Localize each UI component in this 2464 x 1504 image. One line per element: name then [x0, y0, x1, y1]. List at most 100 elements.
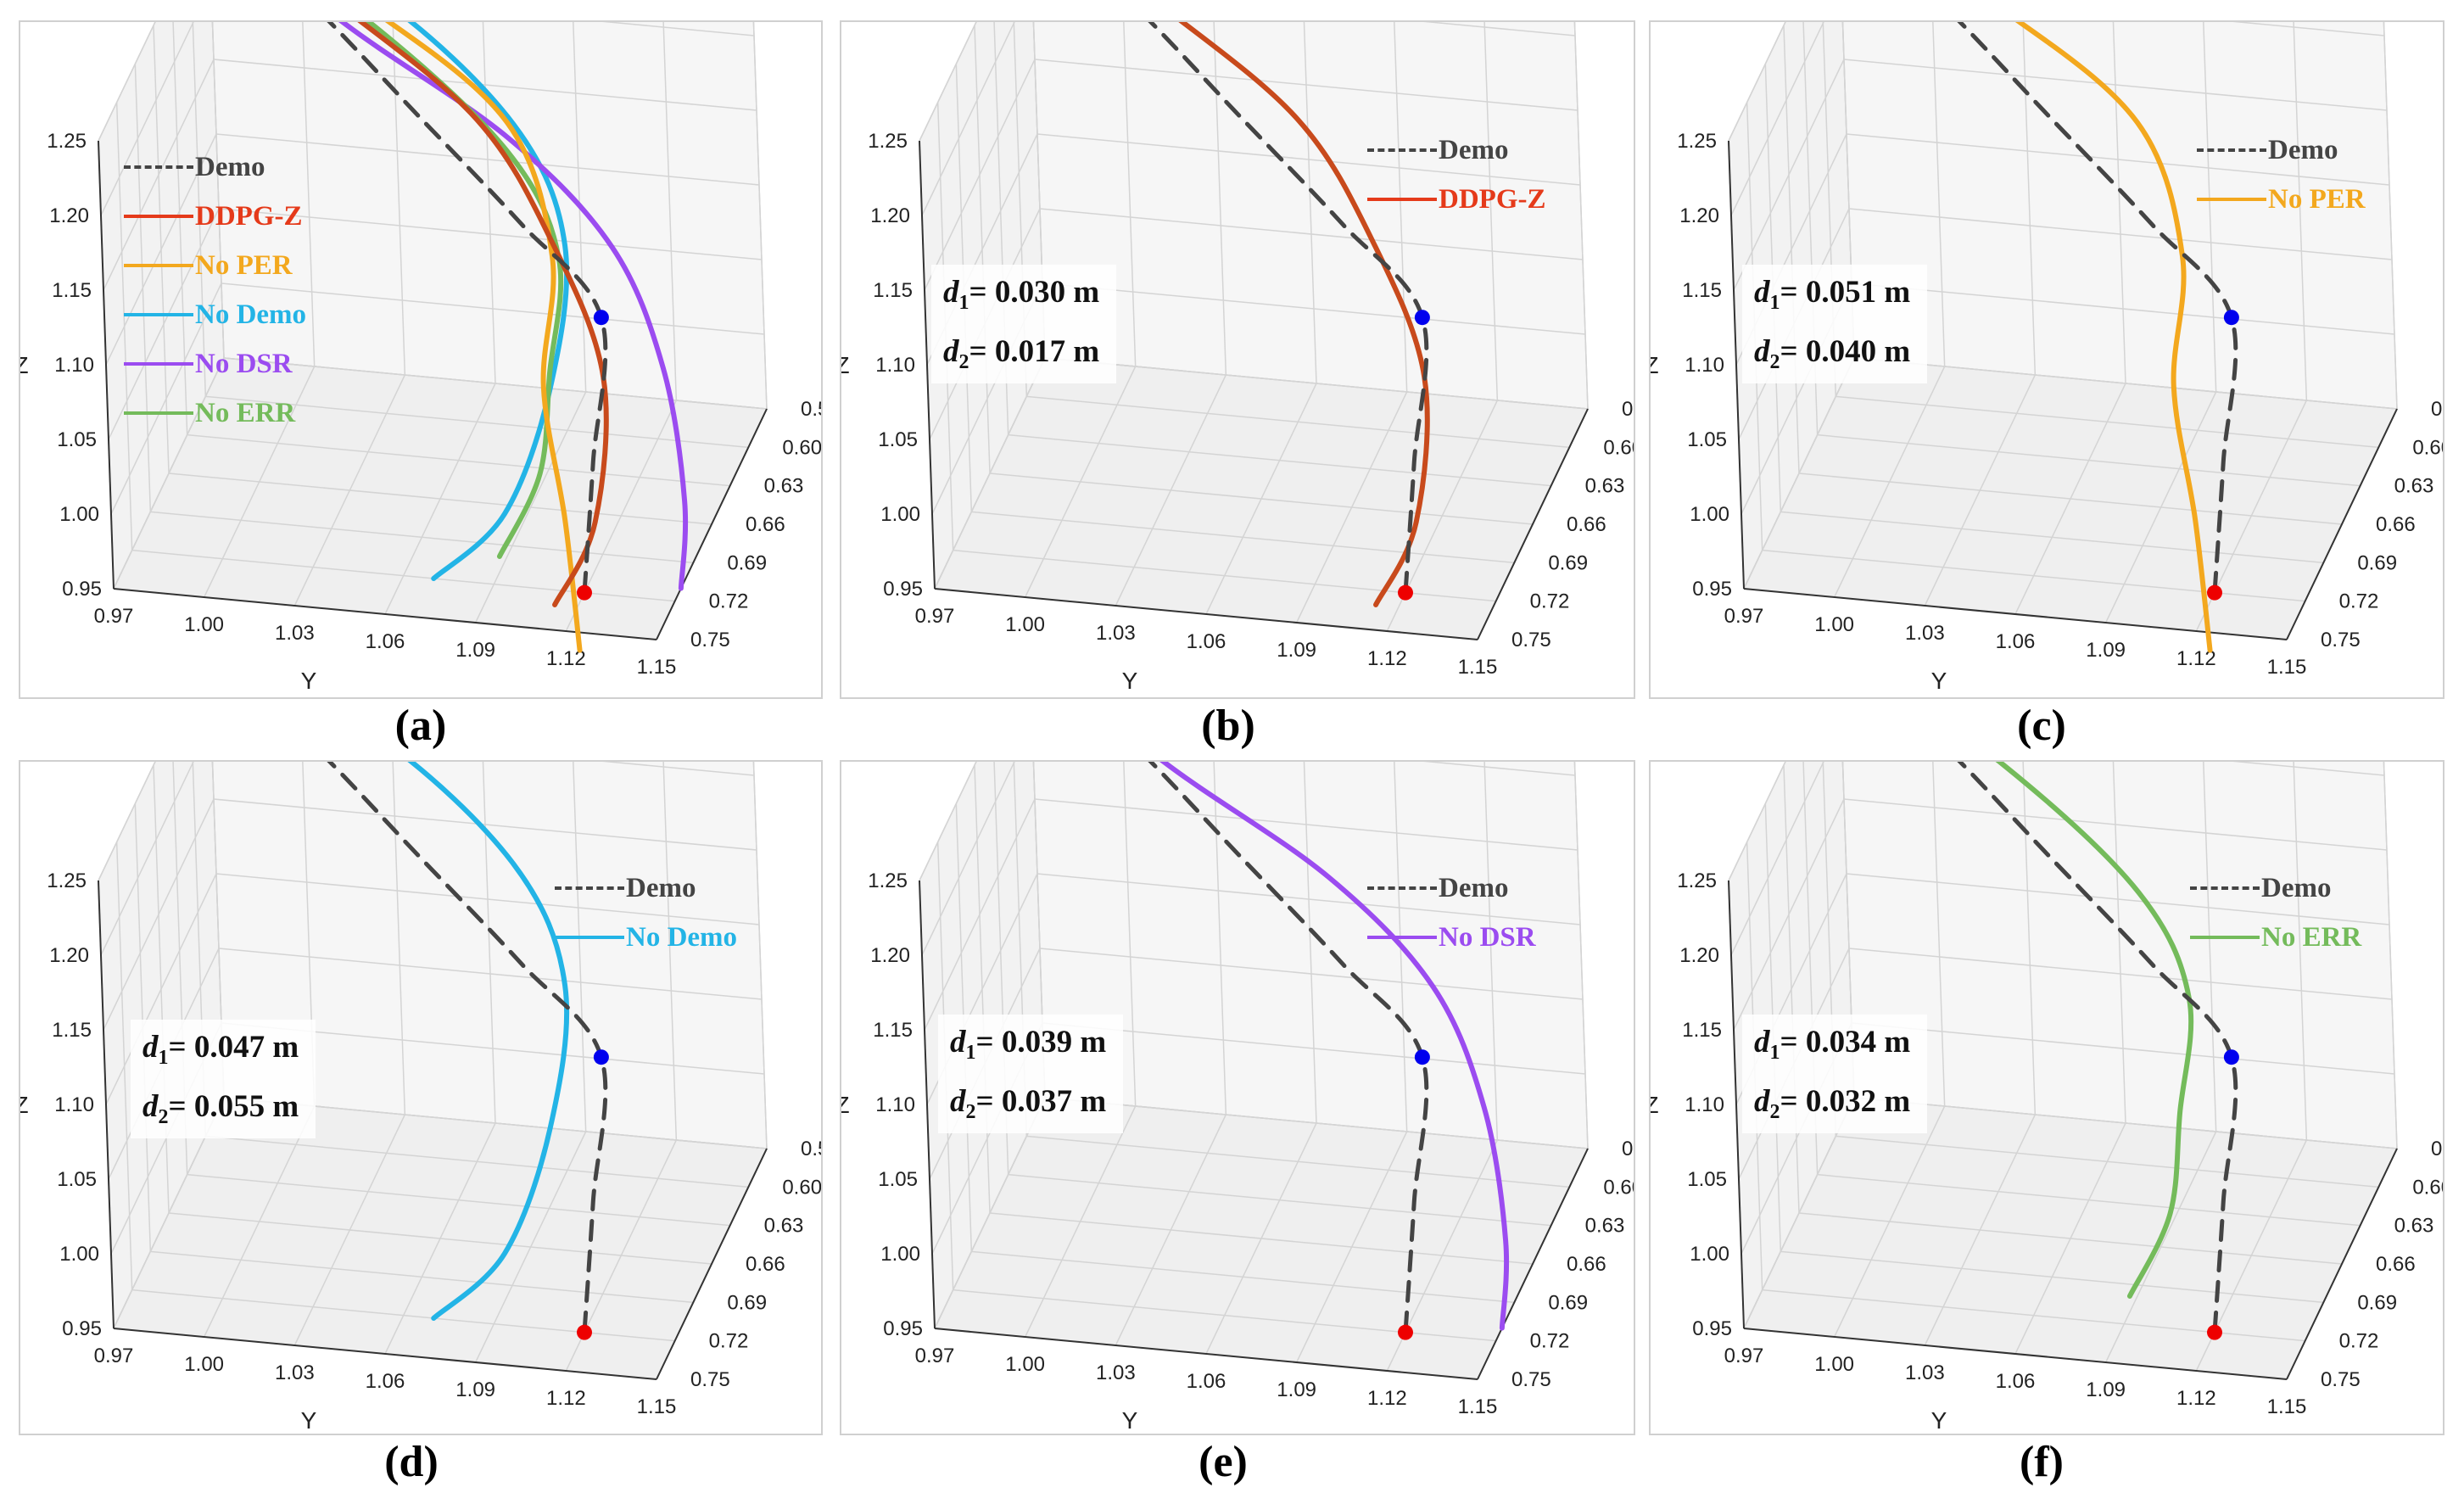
y-tick-label: 1.06: [1996, 630, 2036, 653]
z-tick-label: 1.25: [868, 869, 908, 892]
caption-d: (d): [384, 1438, 439, 1486]
z-tick-label: 1.10: [1685, 1093, 1724, 1116]
z-tick-label: 0.95: [883, 578, 923, 601]
z-tick-label: 1.20: [1679, 944, 1719, 967]
gridline: [1733, 798, 1845, 1031]
x-tick-label: 0.75: [690, 1368, 730, 1391]
y-tick-label: 1.03: [1905, 622, 1945, 645]
end-marker: [1398, 1324, 1413, 1340]
y-tick-label: 1.00: [1814, 613, 1854, 636]
z-tick-label: 1.00: [59, 1243, 99, 1266]
x-tick-label: 0.69: [2357, 551, 2397, 574]
y-tick-label: 0.97: [915, 605, 955, 628]
y-axis-label: Y: [1122, 668, 1138, 694]
z-tick-label: 0.95: [883, 1317, 923, 1340]
x-tick-label: 0.57: [801, 398, 821, 421]
gridline: [98, 762, 156, 881]
x-axis-line: [1477, 1148, 1589, 1380]
y-axis-label: Y: [1931, 668, 1947, 694]
gridline: [1008, 1173, 1551, 1227]
x-tick-label: 0.66: [2376, 513, 2416, 536]
y-tick-label: 1.06: [1187, 1370, 1226, 1393]
z-axis-line: [1728, 880, 1745, 1329]
end-marker: [577, 584, 592, 601]
y-tick-label: 0.97: [1724, 605, 1764, 628]
x-tick-label: 0.63: [764, 475, 804, 498]
gridline: [1780, 511, 2324, 564]
y-tick-label: 1.00: [184, 613, 224, 636]
y-tick-label: 1.06: [366, 630, 405, 653]
z-tick-label: 1.20: [49, 204, 89, 227]
x-tick-label: 0.69: [1548, 551, 1588, 574]
z-tick-label: 1.00: [1690, 503, 1729, 526]
legend-entry-noerr: No ERR: [124, 389, 306, 438]
z-tick-label: 1.15: [873, 1019, 913, 1042]
gridline: [1846, 133, 2390, 186]
series-no-dsr: [1159, 762, 1510, 1331]
gridline: [1843, 59, 2388, 111]
y-tick-label: 1.15: [1458, 1395, 1498, 1418]
gridline: [924, 59, 1036, 291]
y-axis-line: [1743, 1328, 2288, 1380]
start-marker: [2223, 1049, 2239, 1065]
gridline: [1039, 208, 1584, 260]
plot-3d: 0.97 1.00 1.03 1.06 1.09 1.12 1.15 0.57 0.60 0.63…: [20, 762, 821, 1434]
gridline: [187, 433, 730, 487]
z-axis-label: Z: [841, 1092, 850, 1118]
z-tick-label: 1.05: [1687, 1168, 1727, 1191]
z-tick-label: 1.15: [873, 279, 913, 302]
series-ddpg-z: [357, 22, 609, 607]
y-tick-label: 1.00: [1814, 1353, 1854, 1376]
metric-d1: d1= 0.034 m: [1754, 1025, 1911, 1064]
z-tick-label: 1.10: [875, 354, 915, 377]
gridline: [2232, 22, 2385, 36]
x-tick-label: 0.75: [1511, 629, 1551, 651]
x-tick-label: 0.75: [1511, 1368, 1551, 1391]
gridline: [2232, 762, 2385, 776]
x-tick-label: 0.75: [2321, 1368, 2361, 1391]
caption-c: (c): [2017, 702, 2066, 750]
metric-d1: d1= 0.030 m: [943, 275, 1100, 314]
metric-d2: d2= 0.037 m: [950, 1084, 1107, 1123]
z-tick-label: 1.05: [878, 1168, 918, 1191]
z-tick-label: 0.95: [1692, 1317, 1732, 1340]
metrics-b: d1= 0.030 m d2= 0.017 m: [931, 265, 1117, 383]
legend-c: Demo No PER: [2197, 126, 2366, 224]
z-tick-label: 1.00: [880, 503, 920, 526]
legend-a: Demo DDPG-Z No PER No Demo No DSR No ERR: [124, 143, 306, 438]
gridline: [100, 762, 194, 956]
x-tick-label: 0.72: [709, 590, 749, 613]
y-axis-line: [113, 1328, 657, 1380]
gridline: [989, 472, 1534, 525]
x-tick-label: 0.69: [1548, 1291, 1588, 1314]
plot-3d: 0.97 1.00 1.03 1.06 1.09 1.12 1.15 0.57 0.60 0.63…: [841, 762, 1634, 1434]
z-axis-label: Z: [1651, 1092, 1659, 1118]
gridline: [1423, 22, 1576, 36]
x-tick-label: 0.66: [746, 513, 785, 536]
metrics-e: d1= 0.039 m d2= 0.037 m: [938, 1015, 1124, 1133]
y-tick-label: 0.97: [94, 605, 134, 628]
y-tick-label: 1.03: [275, 1361, 315, 1384]
series-demo: [1148, 22, 1429, 595]
z-tick-label: 1.15: [52, 1019, 92, 1042]
gridline: [1730, 762, 1824, 956]
y-tick-label: 1.15: [2267, 656, 2307, 679]
z-tick-label: 1.25: [47, 869, 87, 892]
x-axis-line: [656, 1148, 768, 1380]
legend-entry-nodsr: No DSR: [124, 339, 306, 389]
gridline: [1728, 22, 1786, 142]
legend-f: Demo No ERR: [2190, 864, 2361, 962]
y-tick-label: 1.03: [275, 622, 315, 645]
gridline: [150, 511, 694, 564]
legend-entry-noerr: No ERR: [2190, 913, 2361, 962]
z-tick-label: 1.25: [1677, 130, 1717, 153]
x-tick-label: 0.69: [2357, 1291, 2397, 1314]
z-tick-label: 1.00: [59, 503, 99, 526]
gridline: [1853, 357, 2398, 410]
x-tick-label: 0.57: [1622, 1138, 1634, 1160]
metric-d2: d2= 0.040 m: [1754, 334, 1911, 373]
series-no-demo: [407, 762, 570, 1321]
y-tick-label: 1.12: [1367, 1387, 1407, 1410]
y-tick-label: 1.15: [637, 1395, 677, 1418]
gridline: [1042, 1022, 1586, 1075]
